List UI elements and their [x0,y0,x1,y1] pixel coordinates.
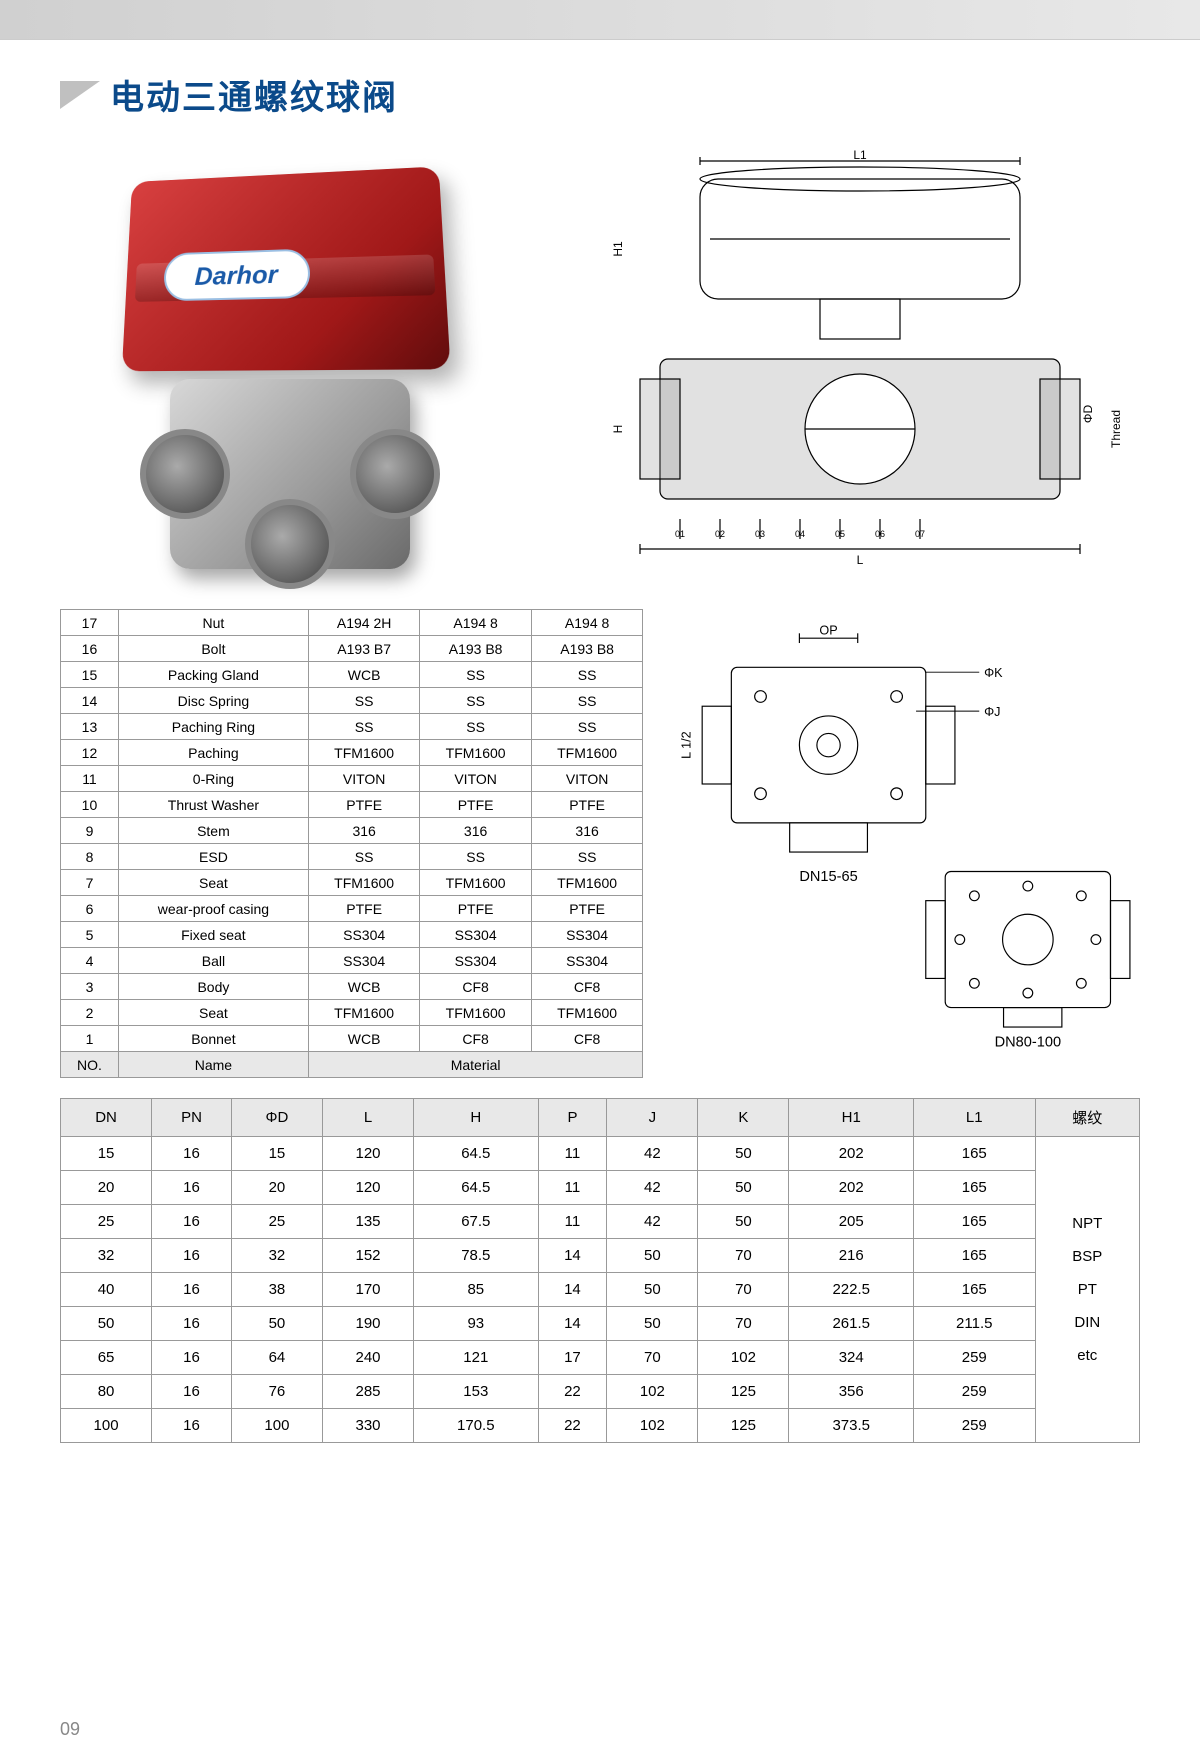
table-row: 14Disc SpringSSSSSS [61,688,643,714]
table-row: 10016100330170.522102125373.5259 [61,1409,1140,1443]
page: 电动三通螺纹球阀 Darhor [0,0,1200,1760]
valve-port-right [350,429,440,519]
mat-head-no: NO. [61,1052,119,1078]
table-row: 3BodyWCBCF8CF8 [61,974,643,1000]
table-row: 110-RingVITONVITONVITON [61,766,643,792]
dim-thread: Thread [1109,410,1123,448]
table-row: 1BonnetWCBCF8CF8 [61,1026,643,1052]
product-area: Darhor [0,139,1200,599]
table-row: 2SeatTFM1600TFM1600TFM1600 [61,1000,643,1026]
dim-h: H [611,425,625,434]
table-row: 7SeatTFM1600TFM1600TFM1600 [61,870,643,896]
table-row: 17NutA194 2HA194 8A194 8 [61,610,643,636]
table-row: 13Paching RingSSSSSS [61,714,643,740]
header-bar [0,0,1200,40]
title-decoration [60,81,100,109]
dim-phik: ΦK [984,666,1003,680]
product-photo: Darhor [60,149,540,589]
dim-h1: H1 [611,241,625,257]
svg-text:06: 06 [875,529,885,539]
table-row: 50165019093145070261.5211.5 [61,1307,1140,1341]
dimensions-table: DNPNΦDLHPJKH1L1螺纹 15161512064.5114250202… [60,1098,1140,1443]
table-row: 9Stem316316316 [61,818,643,844]
svg-text:07: 07 [915,529,925,539]
svg-text:01: 01 [675,529,685,539]
mat-head-name: Name [118,1052,308,1078]
table-row: 16BoltA193 B7A193 B8A193 B8 [61,636,643,662]
thread-types-cell: NPTBSPPTDINetc [1035,1137,1139,1443]
materials-table: 17NutA194 2HA194 8A194 816BoltA193 B7A19… [60,609,643,1078]
valve-port-bottom [245,499,335,589]
table-row: 15161512064.5114250202165NPTBSPPTDINetc [61,1137,1140,1171]
table-row: 10Thrust WasherPTFEPTFEPTFE [61,792,643,818]
svg-text:04: 04 [795,529,805,539]
dim-phid: ΦD [1081,405,1095,424]
table-row: 12PachingTFM1600TFM1600TFM1600 [61,740,643,766]
table-row: 6wear-proof casingPTFEPTFEPTFE [61,896,643,922]
table-row: 20162012064.5114250202165 [61,1171,1140,1205]
mat-head-material: Material [308,1052,642,1078]
svg-text:02: 02 [715,529,725,539]
dim-l1: L1 [853,149,867,162]
dim-l12: L 1/2 [680,731,694,759]
table-row: 25162513567.5114250205165 [61,1205,1140,1239]
actuator-body: Darhor [122,166,451,371]
valve-body [170,379,410,569]
table-row: 15Packing GlandWCBSSSS [61,662,643,688]
table-row: 80167628515322102125356259 [61,1375,1140,1409]
table-row: 5Fixed seatSS304SS304SS304 [61,922,643,948]
label-dn80-100: DN80-100 [995,1034,1061,1050]
dim-l: L [857,553,864,567]
cross-section-diagram: L1 L H1 H Thread ΦD 01 02 03 04 05 06 07 [580,149,1140,589]
svg-text:03: 03 [755,529,765,539]
side-diagrams: OP ΦK ΦJ L 1/2 DN15-65 DN80-100 [673,609,1140,1061]
table-row: 32163215278.5145070216165 [61,1239,1140,1273]
table-row: 6516642401211770102324259 [61,1341,1140,1375]
valve-port-left [140,429,230,519]
page-number: 09 [60,1719,80,1740]
dim-op: OP [820,623,838,637]
table-row: 4BallSS304SS304SS304 [61,948,643,974]
table-row: 8ESDSSSSSS [61,844,643,870]
brand-label: Darhor [163,249,310,302]
label-dn15-65: DN15-65 [800,869,858,885]
title-row: 电动三通螺纹球阀 [60,70,1200,119]
page-title: 电动三通螺纹球阀 [110,70,398,119]
tables-row: 17NutA194 2HA194 8A194 816BoltA193 B7A19… [0,599,1200,1078]
dim-phij: ΦJ [984,705,1000,719]
svg-text:05: 05 [835,529,845,539]
table-row: 40163817085145070222.5165 [61,1273,1140,1307]
